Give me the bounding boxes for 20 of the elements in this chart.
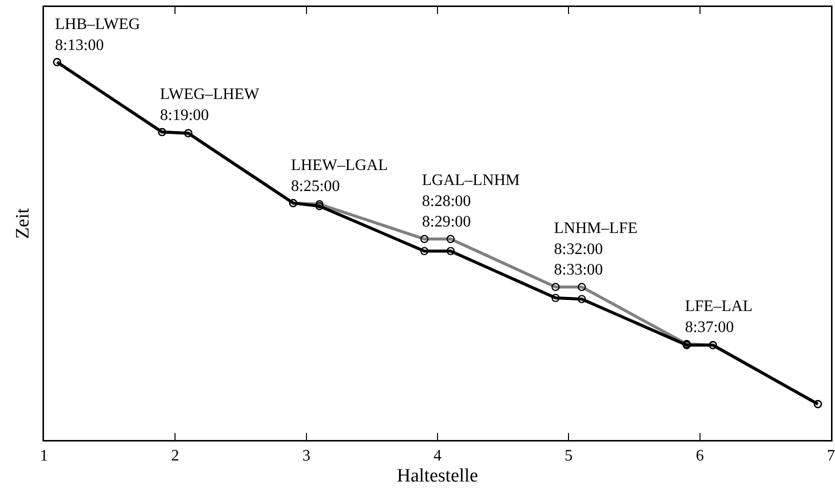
x-tick-label: 6 — [696, 448, 704, 465]
annotation: LHEW–LGAL 8:25:00 — [291, 157, 388, 195]
x-tick-label: 5 — [564, 448, 573, 465]
annotation: LNHM–LFE 8:32:00 8:33:00 — [554, 220, 638, 279]
x-tick-label: 1 — [40, 448, 48, 465]
annotation: LHB–LWEG 8:13:00 — [55, 16, 140, 54]
point — [420, 246, 428, 256]
x-tick-label: 3 — [302, 448, 310, 465]
x-tick-label: 2 — [171, 448, 180, 465]
x-axis-title: Haltestelle — [396, 465, 478, 486]
x-tick-label: 4 — [434, 448, 442, 465]
annotation: LFE–LAL 8:37:00 — [685, 298, 753, 336]
point — [551, 294, 560, 302]
annotation: LWEG–LHEW 8:19:00 — [160, 86, 260, 124]
point — [446, 246, 455, 256]
point — [315, 202, 324, 210]
point — [578, 294, 586, 304]
y-axis-title: Zeit — [12, 207, 34, 239]
x-tick-label: 7 — [827, 448, 835, 465]
annotation: LGAL–LNHM 8:28:00 8:29:00 — [422, 172, 520, 231]
